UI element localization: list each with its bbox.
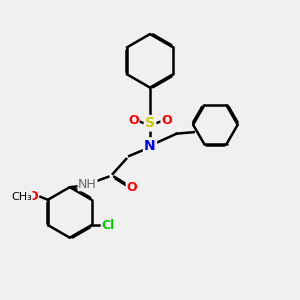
- Text: O: O: [128, 114, 139, 127]
- Text: N: N: [144, 139, 156, 152]
- Text: O: O: [161, 114, 172, 127]
- Text: NH: NH: [78, 178, 97, 191]
- Text: Cl: Cl: [101, 218, 115, 232]
- Text: S: S: [145, 116, 155, 130]
- Text: O: O: [126, 181, 137, 194]
- Text: O: O: [28, 190, 38, 203]
- Text: CH₃: CH₃: [11, 192, 32, 202]
